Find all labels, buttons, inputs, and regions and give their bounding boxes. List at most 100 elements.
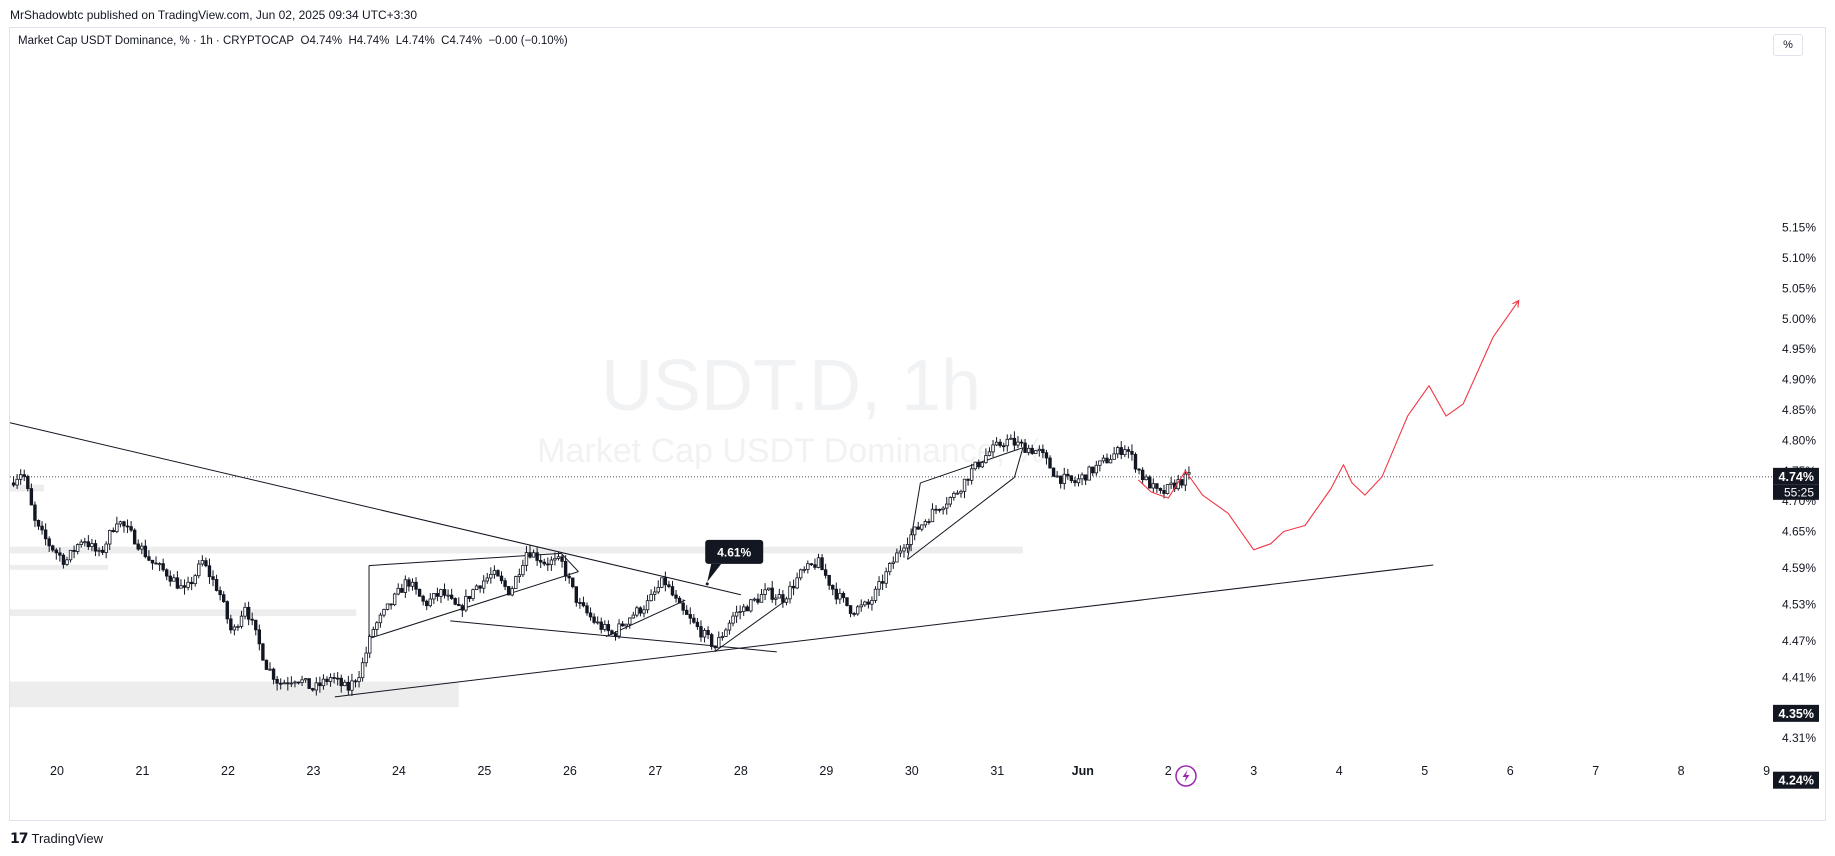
candle-325[interactable] bbox=[1169, 476, 1173, 490]
candle-254[interactable] bbox=[916, 521, 920, 530]
candle-315[interactable] bbox=[1133, 452, 1138, 473]
candle-177[interactable] bbox=[642, 605, 646, 618]
trendline-0[interactable] bbox=[9, 422, 741, 596]
candle-309[interactable] bbox=[1112, 447, 1116, 460]
candle-322[interactable] bbox=[1158, 487, 1163, 494]
candle-250[interactable] bbox=[902, 544, 906, 558]
candle-255[interactable] bbox=[920, 524, 924, 532]
candle-108[interactable] bbox=[396, 583, 400, 596]
candle-118[interactable] bbox=[432, 593, 436, 605]
candle-236[interactable] bbox=[852, 611, 856, 617]
candle-101[interactable] bbox=[371, 626, 375, 638]
candle-166[interactable] bbox=[603, 620, 607, 632]
candle-128[interactable] bbox=[467, 595, 472, 603]
candle-8[interactable] bbox=[40, 521, 44, 535]
candle-44[interactable] bbox=[168, 570, 172, 587]
candle-95[interactable] bbox=[350, 673, 354, 696]
candle-16[interactable] bbox=[68, 549, 73, 563]
candle-199[interactable] bbox=[720, 631, 725, 641]
candle-234[interactable] bbox=[845, 597, 849, 607]
candle-150[interactable] bbox=[546, 557, 550, 571]
candle-321[interactable] bbox=[1155, 483, 1159, 493]
candle-71[interactable] bbox=[264, 659, 269, 670]
candle-174[interactable] bbox=[631, 611, 635, 619]
candle-212[interactable] bbox=[766, 587, 771, 592]
candle-74[interactable] bbox=[275, 676, 279, 691]
candle-143[interactable] bbox=[521, 559, 525, 578]
candle-114[interactable] bbox=[417, 588, 422, 597]
candle-214[interactable] bbox=[774, 594, 778, 606]
percent-scale-button[interactable]: % bbox=[1773, 34, 1803, 56]
candle-40[interactable] bbox=[154, 556, 158, 565]
candle-285[interactable] bbox=[1026, 444, 1031, 456]
candle-271[interactable] bbox=[977, 459, 981, 470]
candle-53[interactable] bbox=[200, 555, 205, 567]
candle-93[interactable] bbox=[343, 679, 347, 687]
candle-33[interactable] bbox=[129, 521, 133, 533]
candle-70[interactable] bbox=[261, 642, 265, 661]
candle-228[interactable] bbox=[823, 563, 828, 579]
candle-207[interactable] bbox=[749, 598, 753, 613]
candle-4[interactable] bbox=[26, 474, 30, 492]
candle-66[interactable] bbox=[246, 601, 251, 626]
candle-29[interactable] bbox=[115, 516, 119, 534]
zone-2[interactable] bbox=[10, 564, 109, 570]
candle-263[interactable] bbox=[948, 496, 952, 508]
candle-248[interactable] bbox=[895, 548, 899, 563]
candle-144[interactable] bbox=[524, 545, 529, 572]
candle-171[interactable] bbox=[620, 621, 625, 627]
candle-81[interactable] bbox=[300, 675, 304, 687]
candle-245[interactable] bbox=[884, 567, 888, 588]
candle-306[interactable] bbox=[1101, 454, 1106, 464]
candle-324[interactable] bbox=[1165, 484, 1170, 495]
candle-133[interactable] bbox=[485, 572, 489, 584]
candle-30[interactable] bbox=[118, 520, 123, 528]
candle-219[interactable] bbox=[791, 579, 796, 596]
candle-122[interactable] bbox=[446, 589, 450, 601]
candle-162[interactable] bbox=[588, 607, 593, 621]
candle-42[interactable] bbox=[161, 558, 165, 572]
candle-197[interactable] bbox=[713, 646, 717, 652]
candle-179[interactable] bbox=[649, 589, 653, 602]
candle-88[interactable] bbox=[325, 676, 329, 686]
candle-158[interactable] bbox=[574, 586, 579, 607]
candle-258[interactable] bbox=[930, 503, 935, 523]
candle-247[interactable] bbox=[891, 556, 896, 569]
candle-117[interactable] bbox=[428, 593, 432, 608]
candle-204[interactable] bbox=[738, 605, 742, 620]
candle-232[interactable] bbox=[838, 588, 842, 605]
candle-221[interactable] bbox=[798, 568, 803, 581]
candle-22[interactable] bbox=[90, 538, 94, 552]
candle-252[interactable] bbox=[909, 528, 913, 552]
candle-121[interactable] bbox=[442, 583, 447, 599]
candle-246[interactable] bbox=[888, 562, 892, 576]
candle-299[interactable] bbox=[1076, 474, 1081, 487]
candle-211[interactable] bbox=[763, 583, 767, 601]
candle-298[interactable] bbox=[1073, 476, 1077, 487]
candle-226[interactable] bbox=[816, 553, 821, 569]
candle-75[interactable] bbox=[278, 678, 283, 690]
candle-303[interactable] bbox=[1091, 466, 1095, 477]
trendline-9[interactable] bbox=[907, 477, 1015, 560]
candle-294[interactable] bbox=[1059, 475, 1063, 489]
candle-295[interactable] bbox=[1062, 467, 1066, 490]
candle-135[interactable] bbox=[492, 565, 497, 579]
candle-328[interactable] bbox=[1180, 478, 1184, 489]
candle-184[interactable] bbox=[667, 580, 671, 589]
candle-107[interactable] bbox=[392, 592, 397, 607]
candle-48[interactable] bbox=[182, 579, 187, 595]
candle-24[interactable] bbox=[97, 547, 101, 557]
candle-182[interactable] bbox=[660, 577, 664, 589]
candle-208[interactable] bbox=[752, 597, 757, 602]
candle-256[interactable] bbox=[923, 519, 928, 528]
candle-120[interactable] bbox=[439, 588, 443, 604]
candle-291[interactable] bbox=[1048, 455, 1052, 469]
candle-69[interactable] bbox=[257, 624, 262, 651]
candle-67[interactable] bbox=[250, 612, 254, 626]
candle-35[interactable] bbox=[136, 539, 140, 551]
candle-60[interactable] bbox=[225, 600, 229, 624]
candle-160[interactable] bbox=[581, 596, 586, 608]
candle-289[interactable] bbox=[1041, 444, 1045, 459]
candle-269[interactable] bbox=[969, 463, 974, 485]
candle-190[interactable] bbox=[688, 607, 692, 625]
